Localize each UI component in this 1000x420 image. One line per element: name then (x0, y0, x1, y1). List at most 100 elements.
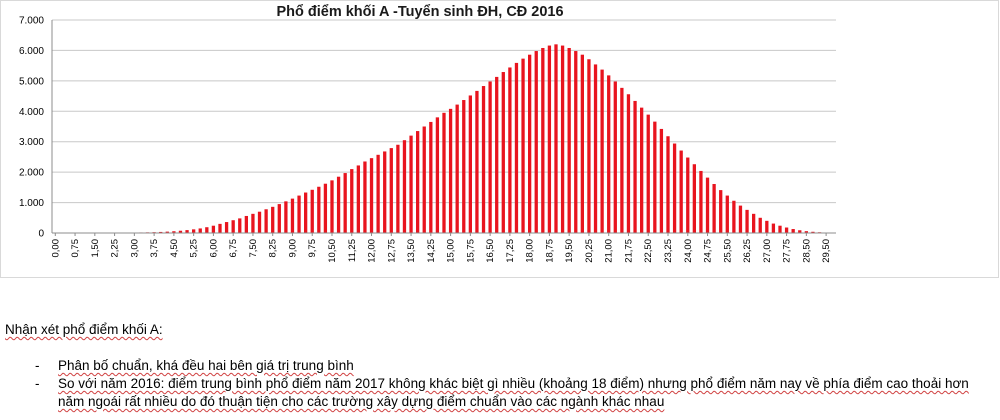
x-tick-label: 24,75 (703, 239, 714, 263)
x-tick-label: 17,25 (505, 239, 516, 263)
bar (238, 218, 242, 233)
y-tick-label: 7.000 (19, 16, 44, 27)
note-item: - Phân bố chuẩn, khá đều hai bên giá trị… (5, 357, 995, 375)
bar (343, 173, 347, 233)
bar (738, 205, 743, 233)
bar (192, 229, 196, 233)
bars (53, 44, 835, 234)
bar (224, 222, 229, 233)
bar (633, 100, 637, 233)
x-tick-label: 12,75 (386, 239, 397, 263)
note-text: Phân bố chuẩn, khá đều hai bên giá trị t… (58, 358, 354, 373)
x-tick-label: 26,25 (742, 239, 753, 263)
bar (607, 75, 611, 233)
bullet-dash: - (35, 376, 40, 391)
x-tick-label: 21,75 (623, 239, 634, 263)
bar (409, 135, 413, 233)
bar (646, 114, 650, 233)
x-tick-label: 1,50 (90, 239, 101, 258)
bar (310, 189, 314, 233)
bar (567, 47, 571, 233)
bar (277, 204, 281, 233)
bar (159, 231, 163, 233)
y-axis-labels: 0 1.000 2.000 3.000 4.000 5.000 6.000 7.000 (19, 16, 44, 240)
bar (514, 62, 519, 234)
bar (218, 223, 222, 233)
bar (455, 104, 459, 233)
bar (771, 223, 776, 233)
x-tick-label: 24,00 (683, 239, 694, 263)
x-tick-label: 15,00 (446, 239, 457, 263)
bar (725, 195, 729, 233)
bar (752, 213, 756, 233)
bar (554, 44, 558, 234)
chart-border (0, 0, 999, 278)
x-tick-label: 0,75 (70, 239, 81, 258)
x-tick-label: 29,50 (821, 239, 832, 263)
x-tick-label: 4,50 (169, 239, 180, 258)
bar (719, 190, 723, 233)
bar (244, 215, 248, 233)
x-tick-label: 6,75 (228, 239, 239, 258)
note-text: So với năm 2016: điểm trung bình phổ điể… (58, 376, 969, 409)
bar (165, 231, 169, 233)
bar (541, 47, 545, 233)
bar (383, 151, 387, 233)
x-tick-label: 18,75 (544, 239, 555, 263)
x-tick-label: 6,00 (208, 239, 219, 258)
bar (705, 177, 710, 233)
x-tick-label: 2,25 (110, 239, 121, 258)
x-tick-label: 10,50 (327, 239, 338, 263)
bar (317, 186, 321, 233)
bar (172, 231, 176, 233)
bar (765, 220, 769, 233)
bar (488, 81, 492, 233)
y-tick-label: 0 (38, 229, 44, 240)
bar (416, 131, 420, 233)
bar (257, 211, 262, 233)
bar (732, 200, 736, 233)
x-tick-label: 14,25 (426, 239, 437, 263)
bar (508, 67, 512, 233)
axes (51, 20, 836, 236)
bar (336, 176, 341, 233)
bar (620, 87, 624, 233)
x-tick-label: 5,25 (189, 239, 200, 258)
notes-list: - Phân bố chuẩn, khá đều hai bên giá trị… (5, 357, 995, 411)
bar (448, 108, 453, 233)
bar (811, 231, 815, 233)
x-tick-label: 22,50 (643, 239, 654, 263)
bar (198, 228, 202, 233)
bar (679, 150, 683, 233)
bar (653, 121, 657, 233)
bar (640, 107, 644, 233)
bar (475, 90, 479, 234)
bar (501, 72, 505, 233)
bar (205, 227, 209, 233)
bar (778, 225, 782, 233)
bar (422, 126, 426, 233)
bar (613, 81, 617, 233)
bar (745, 209, 749, 233)
bar (462, 100, 466, 233)
x-tick-label: 18,00 (525, 239, 536, 263)
bar (442, 112, 446, 233)
bar (784, 227, 789, 233)
y-tick-label: 2.000 (19, 168, 44, 179)
bar (429, 121, 433, 233)
x-tick-label: 21,00 (604, 239, 615, 263)
bar (798, 230, 802, 233)
bar (468, 95, 472, 234)
chart-area: Phổ điểm khối A -Tuyển sinh ĐH, CĐ 2016 … (0, 0, 999, 278)
bar (350, 169, 354, 233)
x-tick-label: 28,50 (801, 239, 812, 263)
x-axis-labels: 0,00 0,75 1,50 2,25 3,00 3,75 4,50 5,25 6,00 6,75… (50, 239, 832, 263)
bar (369, 158, 374, 233)
x-tick-label: 8,25 (268, 239, 279, 258)
bar (659, 128, 664, 233)
bar (666, 136, 670, 233)
bar (376, 154, 380, 233)
bar (389, 148, 393, 233)
x-tick-label: 7,50 (248, 239, 259, 258)
x-tick-label: 20,25 (584, 239, 595, 263)
